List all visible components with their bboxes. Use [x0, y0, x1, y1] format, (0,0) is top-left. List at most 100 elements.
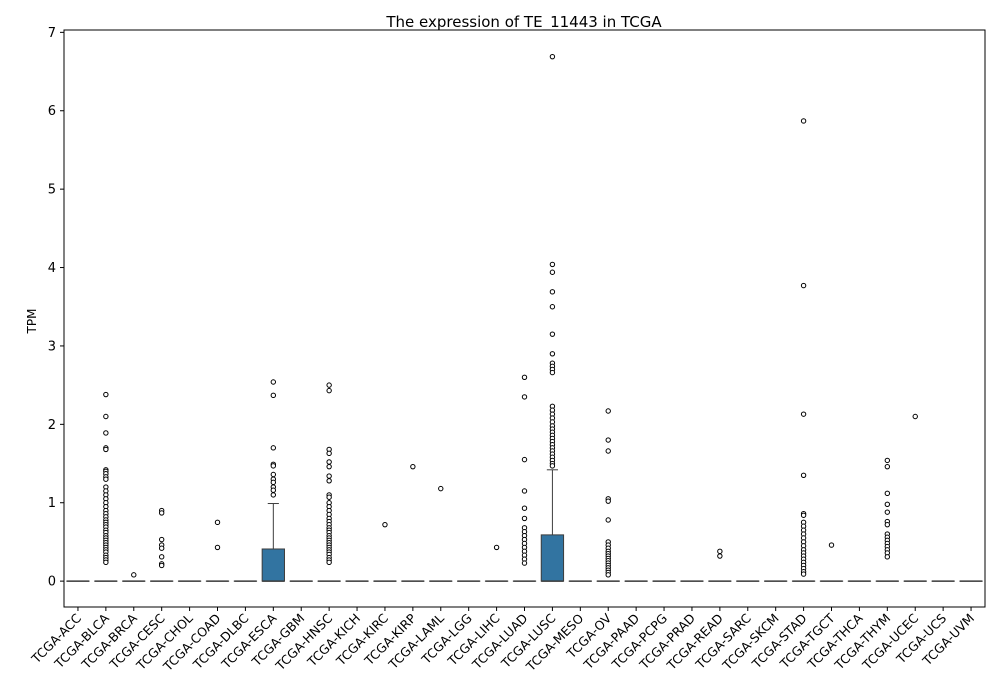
outlier-point [326, 494, 332, 500]
outlier-point [605, 448, 611, 454]
outlier-point [800, 512, 807, 518]
outlier-point [549, 369, 556, 376]
outlier-point [605, 572, 611, 578]
y-tick-label: 7 [48, 26, 56, 41]
y-tick-label: 5 [48, 183, 56, 198]
box-body [261, 548, 285, 582]
outlier-point [158, 554, 165, 560]
outlier-point [270, 479, 277, 486]
outlier-point [884, 457, 891, 464]
outlier-point [103, 476, 109, 482]
outlier-point [605, 437, 611, 443]
box-body [540, 534, 565, 582]
outlier-point [800, 118, 807, 124]
outlier-point [884, 509, 891, 515]
outlier-point [549, 53, 556, 60]
y-tick-label: 6 [48, 104, 56, 119]
outlier-point [493, 544, 500, 551]
outlier-point [326, 387, 332, 394]
outlier-point [270, 392, 277, 399]
box-group [512, 374, 537, 582]
outlier-point [103, 559, 109, 566]
chart-title: The expression of TE_11443 in TCGA [385, 13, 662, 32]
box-group [903, 413, 927, 582]
outlier-point [326, 463, 332, 470]
outlier-point [605, 517, 611, 523]
box-group [373, 521, 397, 582]
outlier-point [549, 261, 556, 268]
outlier-point [521, 394, 528, 400]
x-axis: TCGA-ACCTCGA-BLCATCGA-BRCATCGA-CESCTCGA-… [28, 607, 977, 675]
outlier-point [438, 485, 444, 492]
outlier-point [521, 515, 528, 522]
box-group [819, 542, 844, 582]
outlier-point [214, 544, 221, 551]
outlier-point [800, 411, 807, 417]
y-tick-label: 1 [48, 496, 56, 511]
outlier-point [605, 408, 611, 414]
y-axis: 0 1 2 3 4 5 6 7 [48, 26, 64, 590]
outlier-point [521, 488, 528, 494]
outlier-point [270, 379, 277, 385]
outlier-point [103, 446, 109, 453]
outlier-point [270, 487, 277, 493]
outlier-point [521, 456, 528, 463]
outlier-point [326, 559, 332, 566]
y-tick-label: 4 [48, 261, 56, 276]
y-tick-label: 3 [48, 339, 56, 354]
outlier-point [270, 492, 277, 498]
outlier-point [884, 463, 891, 470]
outlier-point [549, 331, 556, 337]
outlier-point [158, 510, 165, 516]
outlier-point [549, 289, 556, 295]
box-group [540, 53, 565, 582]
outlier-point [800, 472, 807, 478]
box-group [875, 457, 899, 582]
box-group [150, 507, 174, 582]
box-group [791, 118, 816, 582]
outlier-point [605, 498, 611, 504]
y-tick-label: 0 [48, 575, 56, 590]
outlier-point [270, 445, 277, 451]
outlier-point [521, 505, 528, 511]
outlier-point [717, 553, 723, 559]
outlier-point [828, 542, 835, 548]
outlier-point [270, 463, 277, 469]
outlier-point [270, 471, 277, 478]
outlier-point [326, 473, 332, 479]
outlier-point [326, 382, 332, 388]
box-group [708, 548, 732, 582]
outlier-point [158, 545, 165, 551]
outlier-point [103, 430, 109, 436]
outlier-point [884, 490, 891, 497]
outlier-point [103, 413, 109, 420]
outlier-point [214, 519, 221, 526]
y-tick-label: 2 [48, 418, 56, 433]
outlier-point [884, 521, 891, 528]
box-group [94, 391, 118, 582]
box-group [429, 485, 453, 582]
outlier-point [103, 391, 109, 398]
box-group [596, 408, 620, 582]
outlier-point [326, 450, 332, 457]
outlier-point [884, 501, 891, 508]
outlier-point [521, 560, 528, 566]
outlier-point [410, 463, 416, 470]
outlier-point [326, 478, 332, 484]
box-group [317, 382, 341, 582]
outlier-point [326, 459, 332, 465]
outlier-point [158, 562, 165, 569]
outlier-point [158, 536, 165, 543]
outlier-point [800, 282, 807, 289]
box-group [261, 379, 285, 582]
box-group [205, 519, 230, 582]
outlier-point [717, 548, 723, 555]
outlier-point [549, 304, 556, 310]
outlier-point [549, 351, 556, 357]
outlier-point [884, 554, 891, 560]
outlier-point [131, 572, 137, 578]
box-group [401, 463, 425, 582]
outlier-point [549, 463, 556, 469]
box-group [484, 544, 509, 582]
y-axis-label: TPM [25, 309, 39, 335]
